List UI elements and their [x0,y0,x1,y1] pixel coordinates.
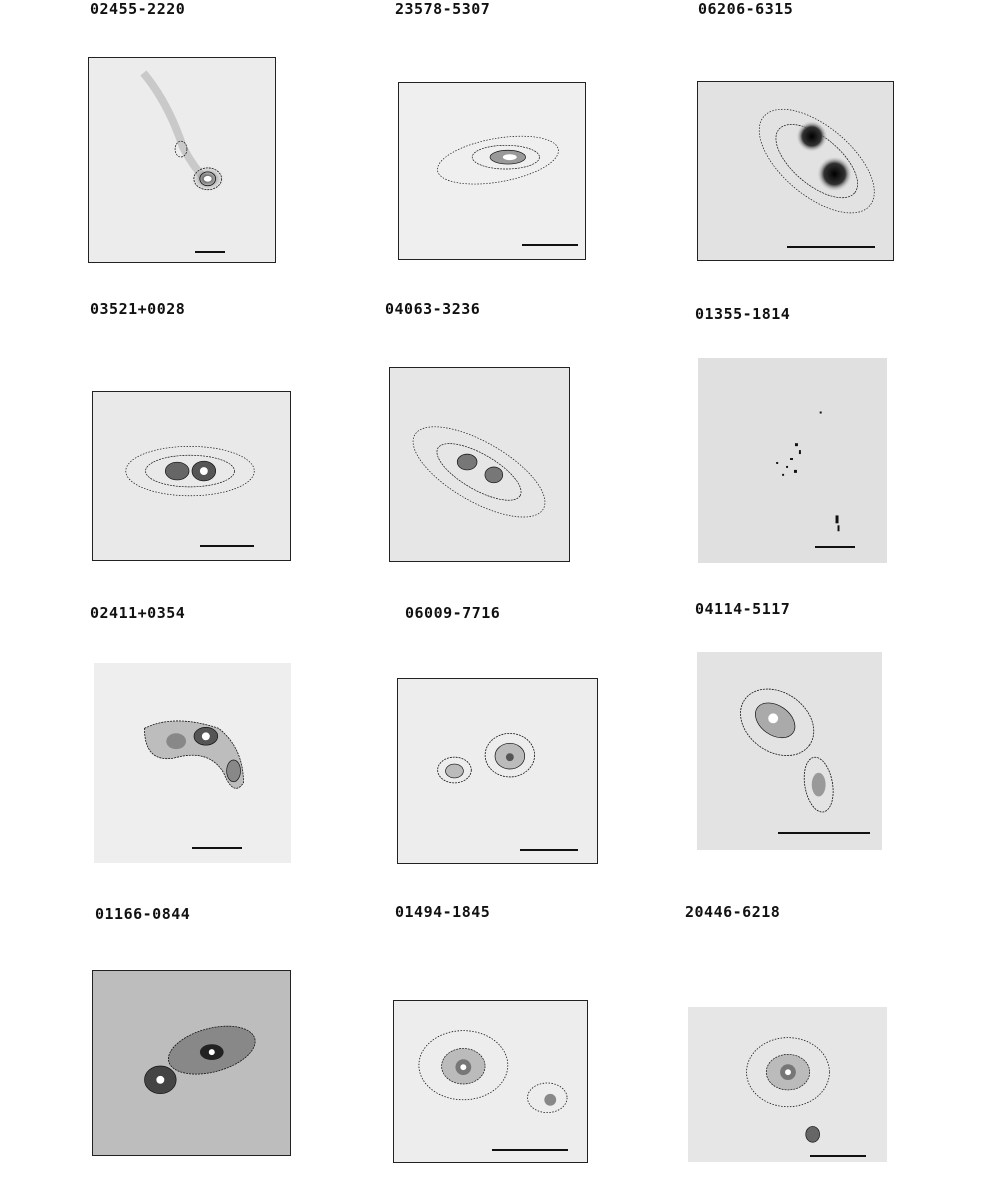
scale-bar [810,1155,866,1157]
galaxy-image [92,970,291,1156]
galaxy-image [697,81,894,261]
galaxy-image [94,663,291,863]
galaxy-image [389,367,570,562]
panel-title: 04063-3236 [385,300,481,318]
contour-overlay [125,446,255,497]
contour-overlay [140,70,226,193]
contour-overlay [758,108,875,214]
contour-overlay [740,688,834,813]
panel-title: 01166-0844 [95,905,191,923]
galaxy-image [697,652,882,850]
panel-title: 06206-6315 [698,0,794,18]
galaxy-image [397,678,598,864]
panel-title: 06009-7716 [405,604,501,622]
galaxy-image [92,391,291,561]
contour-overlay [144,1025,256,1095]
panel-title: 01494-1845 [395,903,491,921]
panel-title: 01355-1814 [695,305,791,323]
contour-overlay [437,135,559,185]
scale-bar [192,847,242,849]
contour-overlay [746,1037,830,1143]
panel-title: 03521+0028 [90,300,186,318]
galaxy-image [88,57,276,263]
panel-title: 04114-5117 [695,600,791,618]
scale-bar [522,244,578,246]
contour-overlay [412,426,546,518]
scale-bar [492,1149,568,1151]
panel-title: 23578-5307 [395,0,491,18]
contour-overlay [144,720,244,789]
contour-overlay [437,733,535,784]
panel-title: 02455-2220 [90,0,186,18]
galaxy-image [688,1007,887,1162]
panel-title: 20446-6218 [685,903,781,921]
scale-bar [200,545,254,547]
contour-overlay [418,1030,568,1114]
scale-bar [787,246,875,248]
galaxy-image [398,82,586,260]
scale-bar [195,251,225,253]
scale-bar [520,849,578,851]
contour-overlay [776,411,840,532]
scale-bar [815,546,855,548]
panel-title: 02411+0354 [90,604,186,622]
galaxy-image [698,358,887,563]
galaxy-image [393,1000,588,1163]
scale-bar [778,832,870,834]
